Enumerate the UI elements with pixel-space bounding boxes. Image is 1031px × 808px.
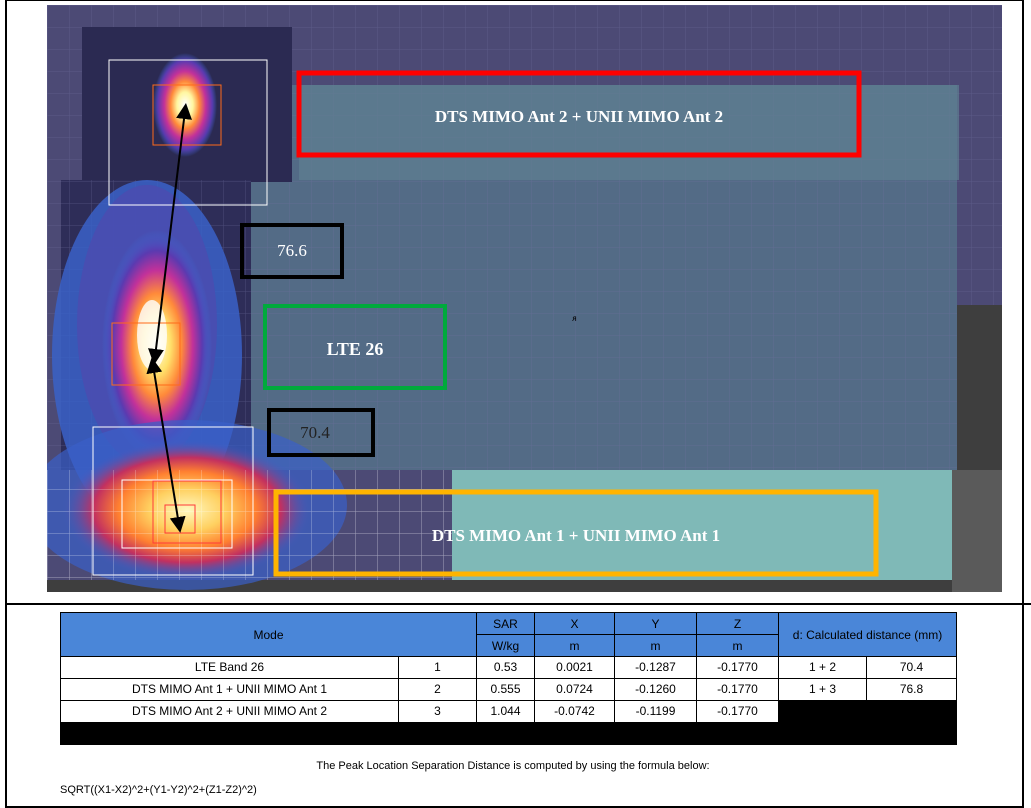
header-x: X bbox=[534, 612, 615, 635]
cell-x: -0.0742 bbox=[534, 700, 615, 723]
header-sar-unit: W/kg bbox=[476, 634, 535, 657]
distance-formula: SQRT((X1-X2)^2+(Y1-Y2)^2+(Z1-Z2)^2) bbox=[60, 784, 257, 796]
frame-right bbox=[1022, 0, 1024, 808]
cell-y: -0.1260 bbox=[614, 678, 697, 701]
table-row: DTS MIMO Ant 1 + UNII MIMO Ant 1 2 0.555… bbox=[60, 678, 957, 701]
ant2-label: DTS MIMO Ant 2 + UNII MIMO Ant 2 bbox=[435, 107, 723, 126]
header-mode: Mode bbox=[60, 612, 477, 657]
frame-top bbox=[5, 0, 1024, 1]
header-sar: SAR bbox=[476, 612, 535, 635]
ant1-label: DTS MIMO Ant 1 + UNII MIMO Ant 1 bbox=[432, 526, 720, 545]
header-y: Y bbox=[614, 612, 697, 635]
cell-sar: 0.555 bbox=[476, 678, 535, 701]
dist-lower-box bbox=[267, 408, 375, 457]
cell-blank bbox=[778, 700, 957, 745]
separation-note: The Peak Location Separation Distance is… bbox=[316, 760, 710, 772]
center-marker: ᴙ bbox=[572, 314, 577, 323]
header-y-unit: m bbox=[614, 634, 697, 657]
distance-arrow-upper bbox=[148, 103, 192, 365]
sar-scan-image: DTS MIMO Ant 2 + UNII MIMO Ant 2 76.6 LT… bbox=[47, 5, 1002, 592]
cell-y: -0.1199 bbox=[614, 700, 697, 723]
header-z: Z bbox=[696, 612, 779, 635]
cell-mode: DTS MIMO Ant 2 + UNII MIMO Ant 2 bbox=[60, 700, 399, 723]
frame-left bbox=[5, 0, 7, 808]
table-footer-bar bbox=[60, 722, 779, 745]
section-divider bbox=[5, 603, 1031, 605]
cell-y: -0.1287 bbox=[614, 656, 697, 679]
ant2-label-box bbox=[296, 70, 862, 158]
table-row: DTS MIMO Ant 2 + UNII MIMO Ant 2 3 1.044… bbox=[60, 700, 957, 745]
cell-x: 0.0021 bbox=[534, 656, 615, 679]
dist-upper-label: 76.6 bbox=[277, 241, 307, 260]
cell-pair: 1 + 2 bbox=[778, 656, 867, 679]
cell-sar: 0.53 bbox=[476, 656, 535, 679]
cell-z: -0.1770 bbox=[696, 678, 779, 701]
cell-dist: 76.8 bbox=[866, 678, 957, 701]
lte-label-box bbox=[263, 304, 447, 390]
cell-x: 0.0724 bbox=[534, 678, 615, 701]
cell-mode: DTS MIMO Ant 1 + UNII MIMO Ant 1 bbox=[60, 678, 399, 701]
frame-bottom bbox=[5, 806, 1024, 808]
header-z-unit: m bbox=[696, 634, 779, 657]
dist-upper-box bbox=[240, 223, 344, 279]
ant1-label-box bbox=[273, 489, 879, 577]
sar-scan-svg: DTS MIMO Ant 2 + UNII MIMO Ant 2 76.6 LT… bbox=[47, 5, 1002, 592]
cell-mode: LTE Band 26 bbox=[60, 656, 399, 679]
cell-sar: 1.044 bbox=[476, 700, 535, 723]
cell-index: 3 bbox=[398, 700, 477, 723]
cell-z: -0.1770 bbox=[696, 656, 779, 679]
cell-index: 2 bbox=[398, 678, 477, 701]
lte-label: LTE 26 bbox=[327, 339, 384, 359]
cell-z: -0.1770 bbox=[696, 700, 779, 723]
cell-dist: 70.4 bbox=[866, 656, 957, 679]
distance-arrow-lower bbox=[146, 357, 186, 533]
dist-lower-label: 70.4 bbox=[300, 423, 330, 442]
sar-table: Mode SAR X Y Z d: Calculated distance (m… bbox=[60, 612, 957, 745]
cell-pair: 1 + 3 bbox=[778, 678, 867, 701]
header-distance: d: Calculated distance (mm) bbox=[778, 612, 957, 657]
table-row: LTE Band 26 1 0.53 0.0021 -0.1287 -0.177… bbox=[60, 656, 957, 679]
cell-index: 1 bbox=[398, 656, 477, 679]
header-x-unit: m bbox=[534, 634, 615, 657]
